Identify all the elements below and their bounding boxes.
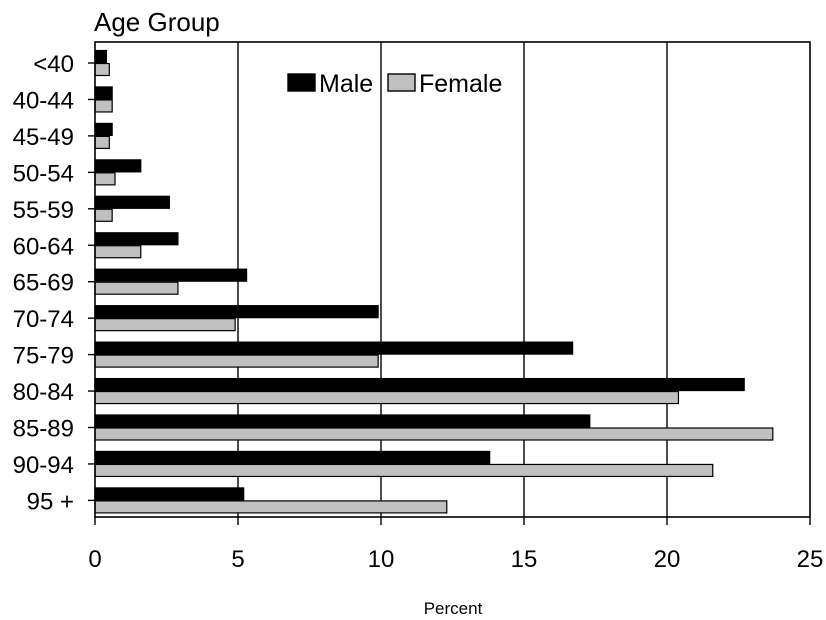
category-label: 75-79: [13, 343, 74, 370]
bar-male-3: [94, 159, 142, 173]
legend-swatch-male: [287, 73, 316, 92]
x-axis-label: Percent: [424, 599, 483, 618]
bar-male-8: [94, 341, 574, 355]
bar-female-1: [94, 99, 113, 113]
bar-male-10: [94, 414, 591, 428]
legend-swatch-female: [387, 73, 416, 92]
x-tick-labels: 0 5 10 15 20 25: [88, 517, 823, 573]
bar-female-0: [94, 62, 110, 77]
bar-female-3: [94, 172, 116, 186]
plot-frame: [94, 41, 811, 518]
bar-female-6: [94, 281, 179, 295]
bar-male-6: [94, 268, 248, 282]
bars-group: [94, 49, 774, 514]
bar-male-2: [94, 122, 113, 137]
category-label: 85-89: [13, 416, 74, 443]
category-label: 95 +: [27, 488, 74, 515]
bar-female-12: [94, 500, 448, 514]
bar-male-12: [94, 487, 245, 501]
category-label: 55-59: [13, 197, 74, 224]
category-label: 65-69: [13, 270, 74, 297]
category-label: 80-84: [13, 379, 74, 406]
x-tick-label: 20: [654, 546, 681, 573]
category-labels: <40 40-44 45-49 50-54 55-59 60-64 65-69 70-74 75…: [13, 51, 95, 515]
x-tick-label: 0: [88, 546, 101, 573]
bar-male-5: [94, 232, 179, 246]
bar-male-1: [94, 86, 113, 100]
category-label: <40: [33, 51, 74, 78]
x-tick-label: 5: [231, 546, 244, 573]
bar-female-2: [94, 135, 110, 149]
category-label: 50-54: [13, 160, 74, 187]
x-tick-label: 25: [797, 546, 824, 573]
bar-male-4: [94, 195, 170, 209]
y-axis-title: Age Group: [94, 7, 220, 37]
x-tick-label: 10: [368, 546, 395, 573]
grid-lines: [237, 42, 668, 517]
bar-female-7: [94, 318, 236, 332]
category-label: 40-44: [13, 87, 74, 114]
legend-label-female: Female: [419, 70, 502, 98]
legend: Male Female: [287, 70, 502, 98]
category-label: 90-94: [13, 452, 74, 479]
bar-female-10: [94, 427, 774, 441]
bar-female-9: [94, 390, 680, 405]
bar-female-4: [94, 208, 113, 222]
bar-male-11: [94, 450, 491, 465]
bar-female-8: [94, 354, 379, 368]
bar-male-7: [94, 305, 379, 319]
category-label: 60-64: [13, 233, 74, 260]
bar-female-5: [94, 245, 142, 259]
x-tick-label: 15: [511, 546, 538, 573]
legend-label-male: Male: [319, 70, 373, 98]
bar-male-0: [94, 49, 108, 64]
category-label: 70-74: [13, 306, 74, 333]
bar-male-9: [94, 377, 745, 392]
bar-female-11: [94, 463, 714, 478]
category-label: 45-49: [13, 124, 74, 151]
